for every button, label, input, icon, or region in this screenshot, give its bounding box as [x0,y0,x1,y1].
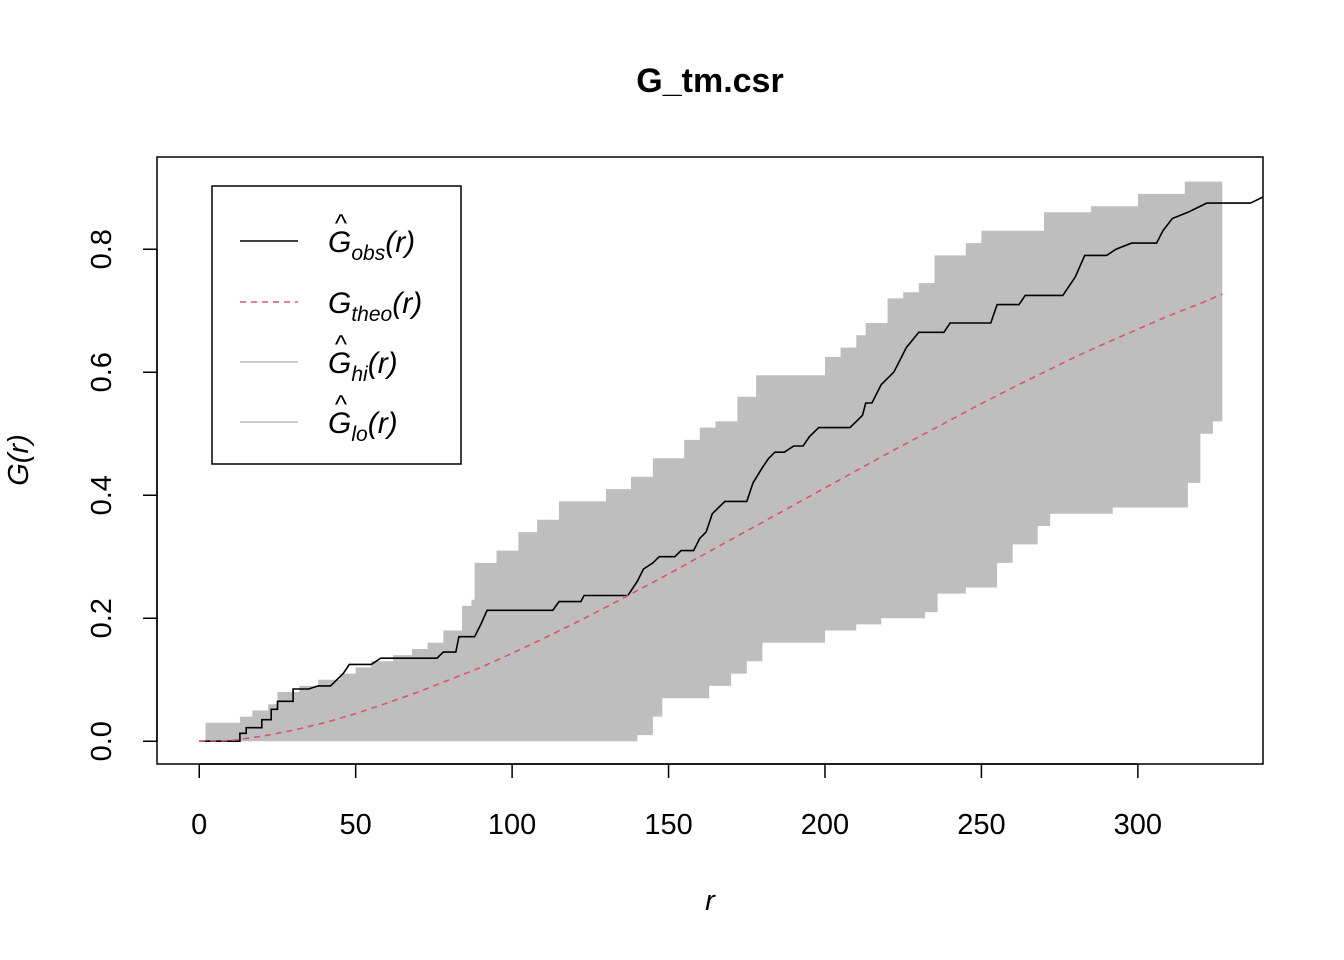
legend-entry-lo: Glo(r)^ [240,389,398,446]
x-tick-label: 100 [488,809,536,841]
legend-label: Gtheo(r) [328,287,422,326]
x-tick-label: 250 [957,809,1005,841]
legend-hat: ^ [335,329,348,359]
y-axis: 0.0 0.2 0.4 0.6 0.8 [86,229,158,761]
legend-label: Ghi(r) [328,347,398,386]
x-axis-label: r [705,885,716,917]
legend-entries: Gobs(r)^Gtheo(r)Ghi(r)^Glo(r)^ [240,208,422,446]
x-tick-label: 50 [340,809,372,841]
x-axis: 0 50 100 150 200 250 300 [191,763,1162,841]
y-tick-label: 0.4 [86,475,118,515]
legend-label: Gobs(r) [328,226,415,265]
y-tick-label: 0.0 [86,721,118,761]
y-tick-label: 0.8 [86,229,118,269]
x-tick-label: 0 [191,809,207,841]
y-tick-label: 0.6 [86,352,118,392]
x-tick-label: 150 [644,809,692,841]
x-tick-label: 300 [1114,809,1162,841]
series-line-obs [199,196,1264,742]
legend-box [211,185,462,465]
series-layer [199,196,1264,742]
chart-title: G_tm.csr [636,62,783,100]
legend-entry-theo: Gtheo(r) [240,287,422,326]
y-tick-label: 0.2 [86,598,118,638]
legend-entry-hi: Ghi(r)^ [240,329,398,386]
legend-label: Glo(r) [328,407,398,446]
legend: Gobs(r)^Gtheo(r)Ghi(r)^Glo(r)^ [211,185,462,465]
series-line-theo [199,293,1223,742]
y-axis-label: G(r) [3,434,35,486]
legend-entry-obs: Gobs(r)^ [240,208,415,265]
legend-hat: ^ [335,389,348,419]
envelope-layer [199,175,1223,742]
x-tick-label: 200 [801,809,849,841]
envelope-band [199,175,1223,742]
legend-hat: ^ [335,208,348,238]
